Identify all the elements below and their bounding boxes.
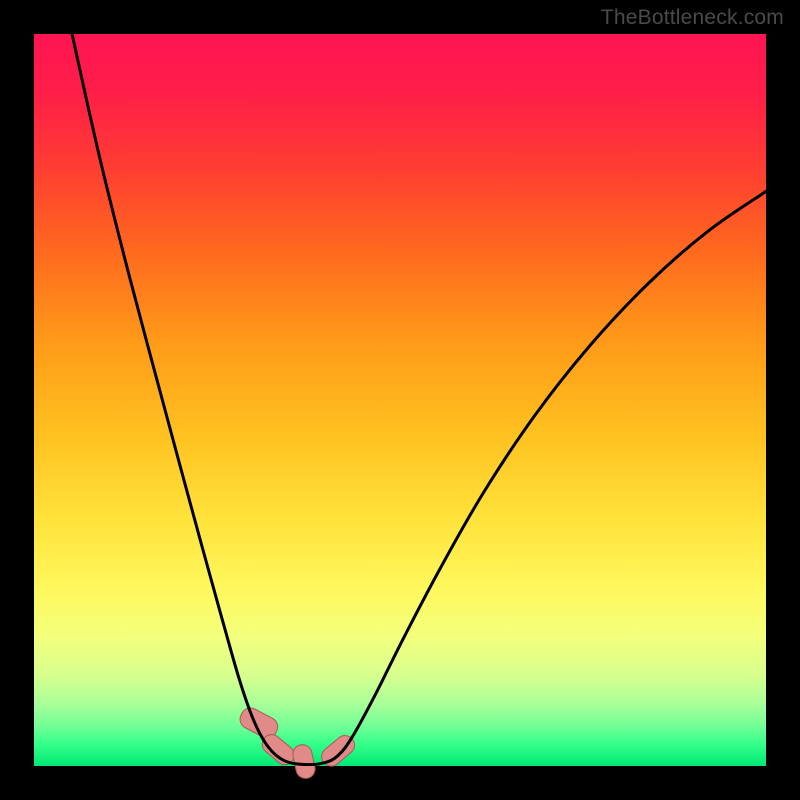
watermark-text: TheBottleneck.com bbox=[601, 6, 784, 30]
bottleneck-curve bbox=[0, 0, 800, 800]
chart-canvas: TheBottleneck.com bbox=[0, 0, 800, 800]
curve-path bbox=[72, 34, 766, 765]
